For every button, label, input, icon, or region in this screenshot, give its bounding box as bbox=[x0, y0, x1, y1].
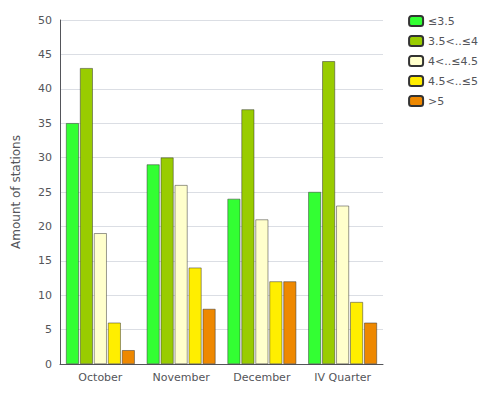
svg-text:≤3.5: ≤3.5 bbox=[428, 15, 455, 28]
svg-text:5: 5 bbox=[45, 323, 52, 336]
svg-text:December: December bbox=[233, 371, 291, 384]
svg-text:30: 30 bbox=[38, 151, 52, 164]
svg-text:IV Quarter: IV Quarter bbox=[314, 371, 371, 384]
svg-text:Amount of stations: Amount of stations bbox=[9, 135, 23, 249]
svg-text:>5: >5 bbox=[428, 95, 444, 108]
svg-text:10: 10 bbox=[38, 289, 52, 302]
svg-text:4.5<..≤5: 4.5<..≤5 bbox=[428, 75, 478, 88]
svg-text:November: November bbox=[153, 371, 211, 384]
svg-text:October: October bbox=[78, 371, 122, 384]
svg-text:45: 45 bbox=[38, 48, 52, 61]
svg-text:15: 15 bbox=[38, 254, 52, 267]
svg-text:40: 40 bbox=[38, 82, 52, 95]
svg-text:50: 50 bbox=[38, 14, 52, 27]
svg-text:4<..≤4.5: 4<..≤4.5 bbox=[428, 55, 478, 68]
svg-text:20: 20 bbox=[38, 220, 52, 233]
svg-text:3.5<..≤4: 3.5<..≤4 bbox=[428, 35, 478, 48]
svg-text:25: 25 bbox=[38, 186, 52, 199]
svg-text:0: 0 bbox=[45, 358, 52, 371]
svg-text:35: 35 bbox=[38, 117, 52, 130]
